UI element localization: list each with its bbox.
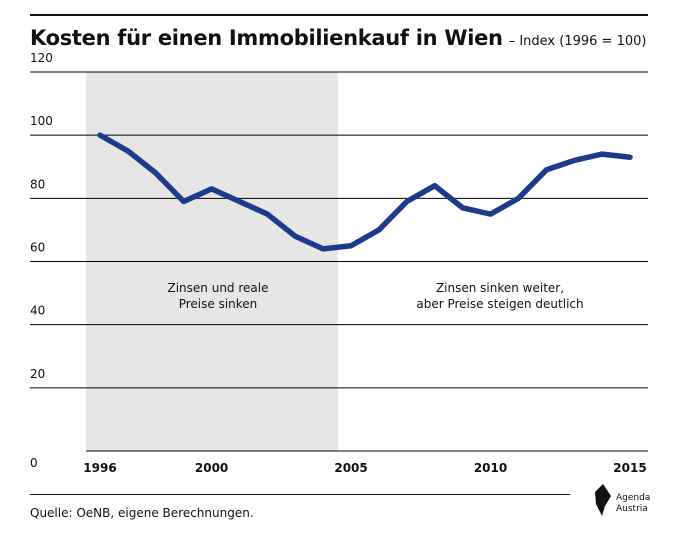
y-tick-label-120: 120: [30, 51, 53, 65]
y-tick-label-60: 60: [30, 241, 45, 255]
annotation-1-line-2: Preise sinken: [179, 297, 258, 311]
x-tick-label-2005: 2005: [334, 461, 367, 475]
annotation-2-line-2: aber Preise steigen deutlich: [416, 297, 583, 311]
x-tick-label-2000: 2000: [195, 461, 228, 475]
chart-subtitle: – Index (1996 = 100): [508, 34, 647, 49]
x-tick-label-1996: 1996: [83, 461, 116, 475]
y-tick-label-0: 0: [30, 456, 38, 470]
source-note: Quelle: OeNB, eigene Berechnungen.: [30, 506, 254, 520]
y-tick-label-20: 20: [30, 367, 45, 381]
chart-header: Kosten für einen Immobilienkauf in Wien –…: [30, 26, 646, 50]
y-tick-label-100: 100: [30, 114, 53, 128]
annotation-1-line-1: Zinsen und reale: [168, 281, 269, 295]
series-line-1: [97, 132, 633, 252]
chart-title: Kosten für einen Immobilienkauf in Wien: [30, 26, 503, 50]
top-rule: [30, 14, 648, 16]
series-layer: [97, 132, 633, 252]
x-tick-label-2015: 2015: [613, 461, 646, 475]
x-tick-labels-layer: 1996 2000 2005 2010 2015: [83, 461, 646, 475]
y-tick-label-40: 40: [30, 304, 45, 318]
bottom-rule: [30, 494, 570, 495]
logo-mark-icon: [595, 484, 611, 516]
y-tick-label-80: 80: [30, 177, 45, 191]
annotations-layer: Zinsen und reale Preise sinken Zinsen sink…: [168, 281, 584, 311]
agenda-austria-logo: Agenda Austria: [595, 484, 650, 516]
gridlines-layer: [30, 71, 648, 452]
annotation-2-line-1: Zinsen sinken weiter,: [436, 281, 564, 295]
logo-line-2: Austria: [616, 504, 648, 514]
y-tick-labels-layer: 0 20 40 60 80 100 120: [30, 51, 53, 470]
x-tick-label-2010: 2010: [474, 461, 507, 475]
logo-line-1: Agenda: [616, 493, 650, 503]
